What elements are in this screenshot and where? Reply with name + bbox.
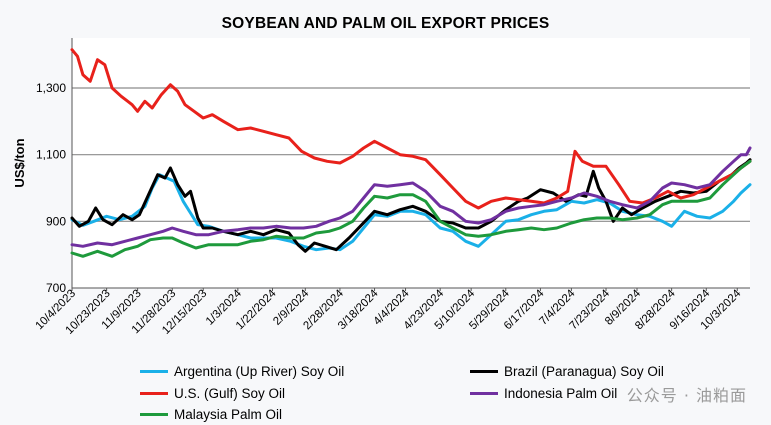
legend-swatch-brazil [470,369,498,373]
chart-title: SOYBEAN AND PALM OIL EXPORT PRICES [221,15,550,32]
legend-item-brazil: Brazil (Paranagua) Soy Oil [470,361,664,381]
series-line-2 [70,48,752,210]
legend-swatch-indonesia [470,391,498,395]
y-tick-label: 1,100 [36,148,66,162]
legend-label-us: U.S. (Gulf) Soy Oil [174,385,286,401]
series-line-4 [70,159,752,258]
legend-label-brazil: Brazil (Paranagua) Soy Oil [504,363,664,379]
y-tick-label: 900 [46,214,66,228]
legend-label-indonesia: Indonesia Palm Oil [504,385,618,401]
legend-item-argentina: Argentina (Up River) Soy Oil [140,361,344,381]
plot-area [72,38,750,288]
y-tick-label: 700 [46,281,66,295]
legend-item-malaysia: Malaysia Palm Oil [140,404,282,424]
series-line-3 [70,146,752,248]
legend-swatch-us [140,391,168,395]
legend-swatch-malaysia [140,412,168,416]
legend-item-indonesia: Indonesia Palm Oil [470,383,617,403]
legend-swatch-argentina [140,369,168,373]
y-tick-label: 1,300 [36,81,66,95]
legend-label-argentina: Argentina (Up River) Soy Oil [174,363,345,379]
legend-item-us: U.S. (Gulf) Soy Oil [140,383,285,403]
series-line-1 [70,158,752,253]
y-axis-label: US$/ton [12,138,27,187]
legend-label-malaysia: Malaysia Palm Oil [174,406,283,422]
watermark-text: 公众号 · 油粕面 [626,386,747,405]
